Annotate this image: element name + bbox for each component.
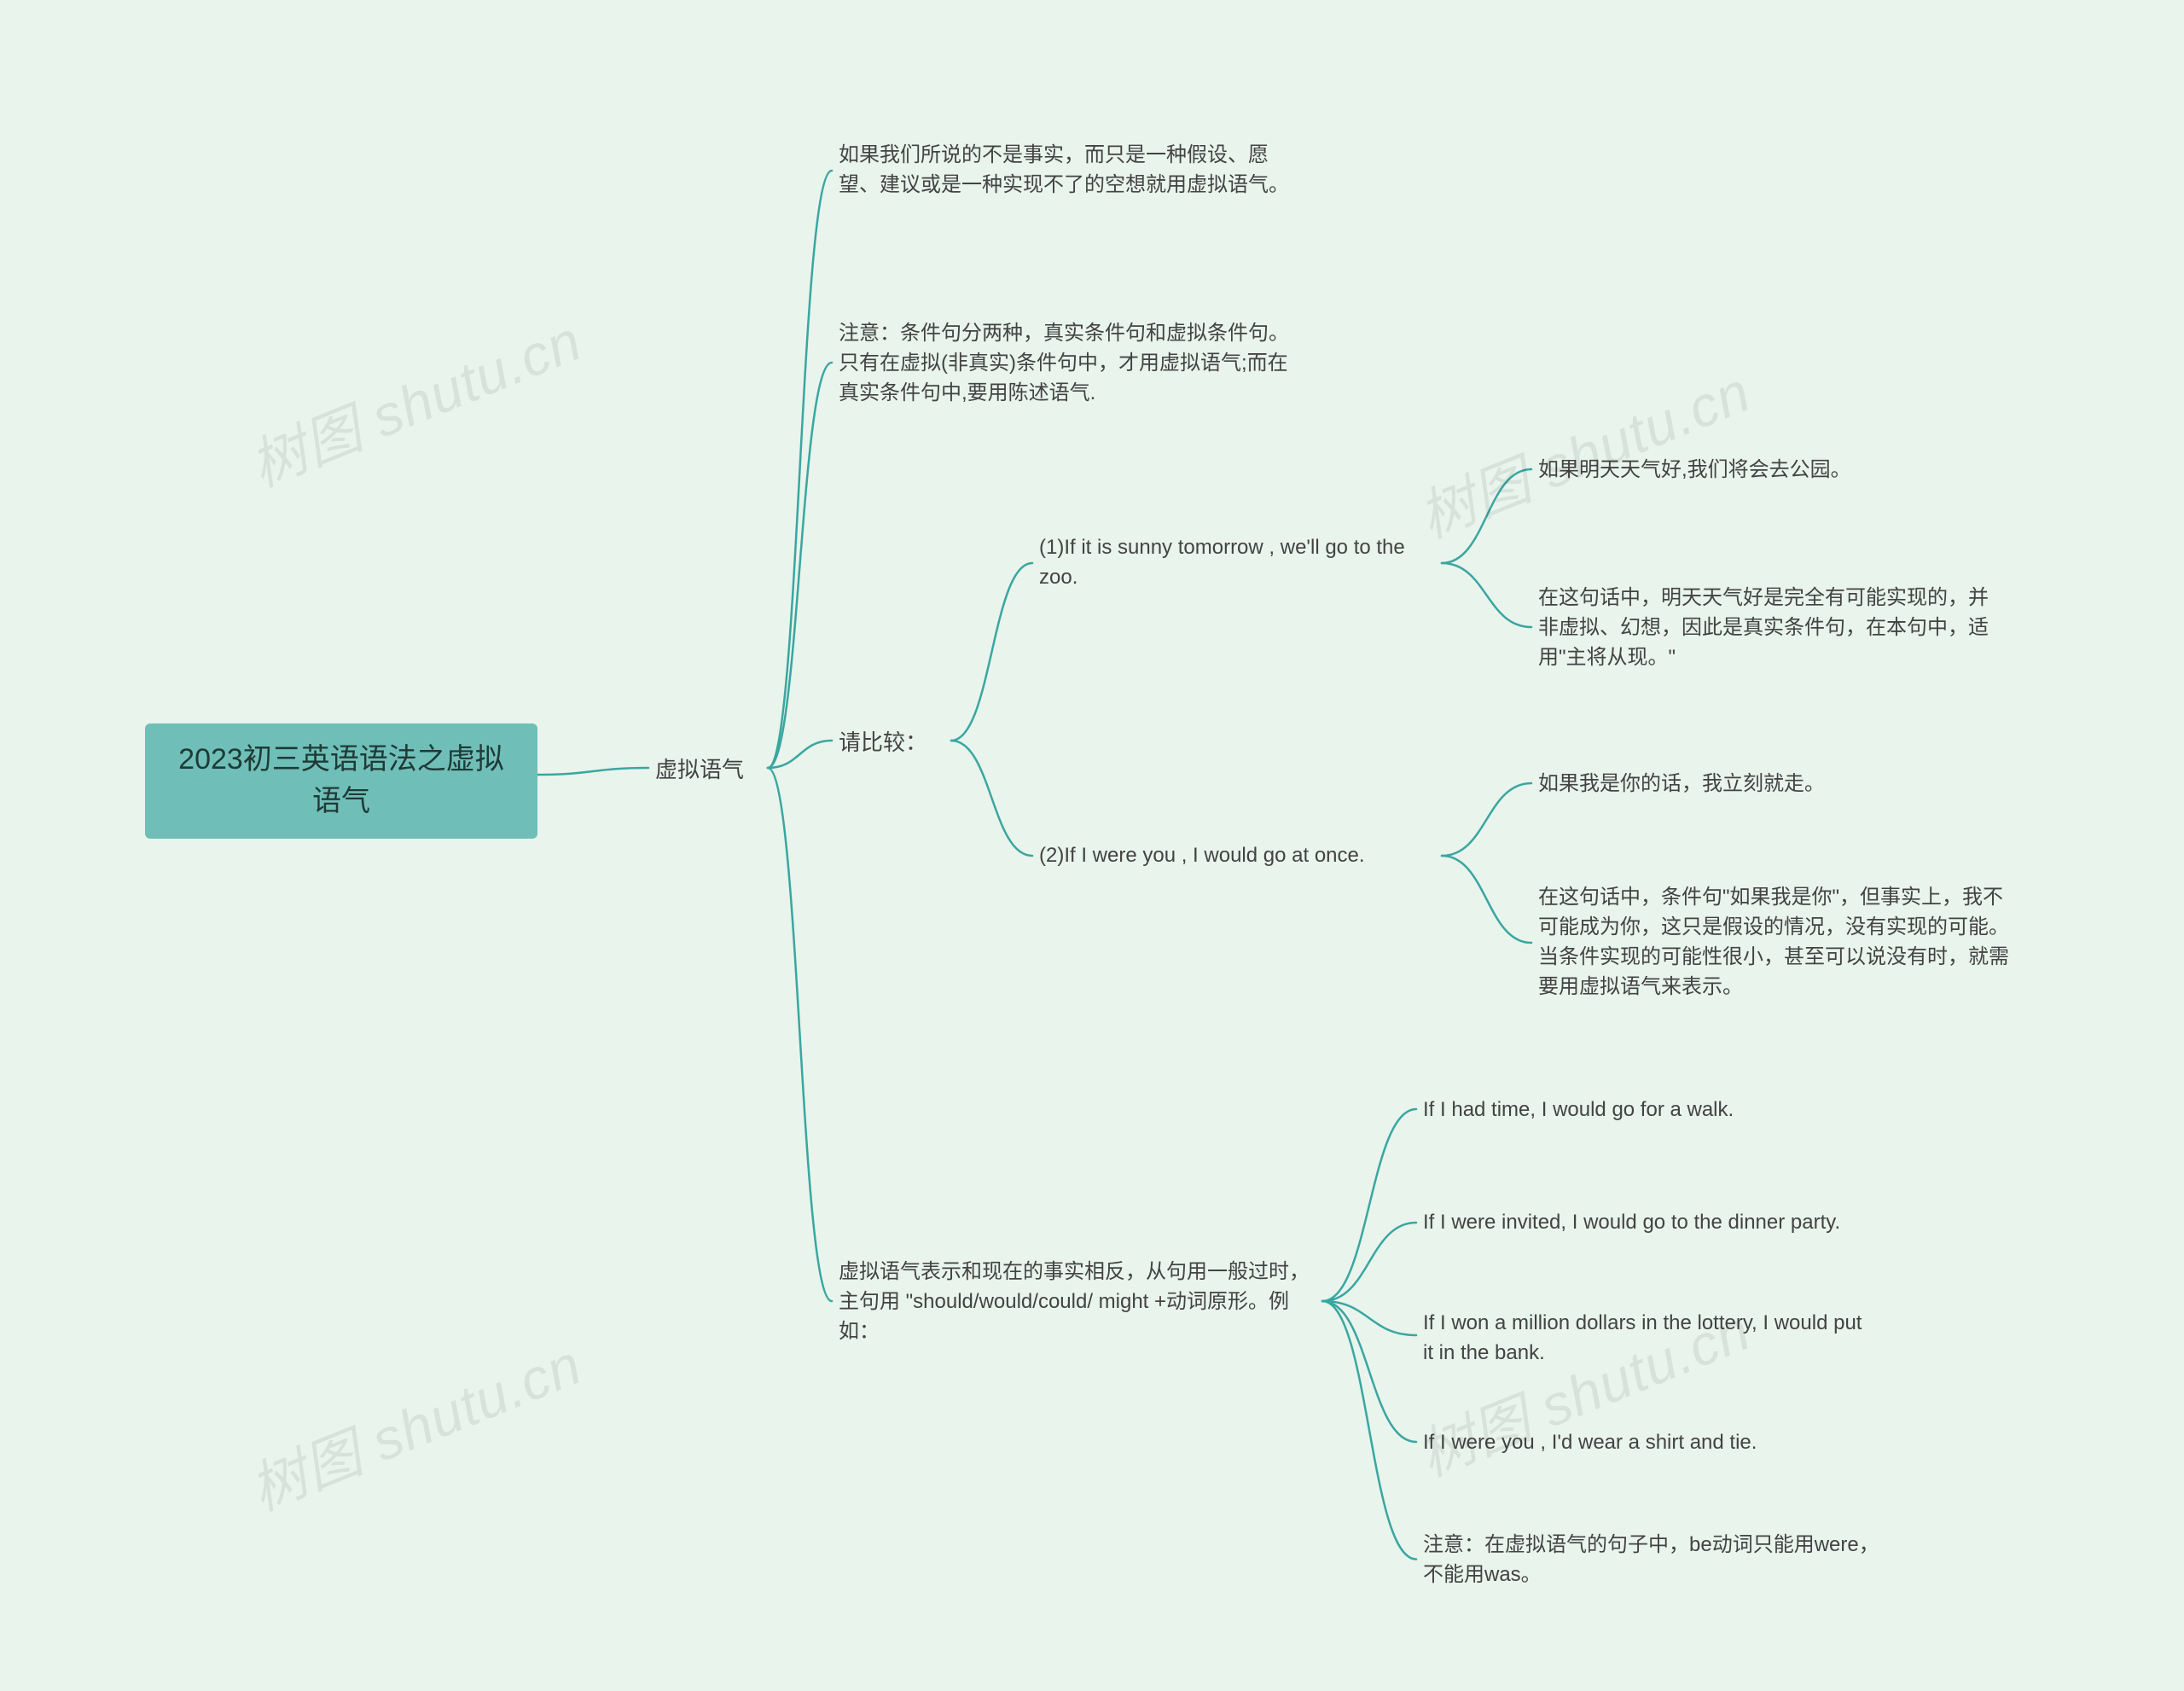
node-note-conditions: 注意：条件句分两种，真实条件句和虚拟条件句。只有在虚拟(非真实)条件句中，才用虚… [832, 316, 1310, 411]
node-ex1-translation: 如果明天天气好,我们将会去公园。 [1531, 452, 1932, 489]
watermark: 树图 shutu.cn [1405, 347, 1761, 555]
node-compare[interactable]: 请比较： [832, 723, 951, 763]
watermark: 树图 shutu.cn [236, 1320, 592, 1527]
node-present-contrary: 虚拟语气表示和现在的事实相反，从句用一般过时，主句用 "should/would… [832, 1254, 1322, 1350]
node-example-2: (2)If I were you , I would go at once. [1032, 834, 1442, 877]
node-ex-walk: If I had time, I would go for a walk. [1416, 1092, 1860, 1129]
watermark: 树图 shutu.cn [236, 296, 592, 503]
node-example-1: (1)If it is sunny tomorrow , we'll go to… [1032, 529, 1442, 597]
mindmap-canvas: 2023初三英语语法之虚拟语气 虚拟语气 如果我们所说的不是事实，而只是一种假设… [0, 0, 2184, 1691]
node-definition: 如果我们所说的不是事实，而只是一种假设、愿望、建议或是一种实现不了的空想就用虚拟… [832, 124, 1310, 218]
node-ex-dinner: If I were invited, I would go to the din… [1416, 1193, 1877, 1252]
root-node[interactable]: 2023初三英语语法之虚拟语气 [145, 723, 537, 839]
node-ex-lottery: If I won a million dollars in the lotter… [1416, 1305, 1877, 1372]
node-ex2-translation: 如果我是你的话，我立刻就走。 [1531, 766, 1907, 803]
node-ex-shirt: If I were you , I'd wear a shirt and tie… [1416, 1425, 1860, 1461]
node-subjunctive[interactable]: 虚拟语气 [648, 751, 768, 790]
node-ex2-explanation: 在这句话中，条件句"如果我是你"，但事实上，我不可能成为你，这只是假设的情况，没… [1531, 879, 2018, 1007]
node-ex1-explanation: 在这句话中，明天天气好是完全有可能实现的，并非虚拟、幻想，因此是真实条件句，在本… [1531, 580, 2009, 676]
node-note-were: 注意：在虚拟语气的句子中，be动词只能用were，不能用was。 [1416, 1527, 1894, 1594]
